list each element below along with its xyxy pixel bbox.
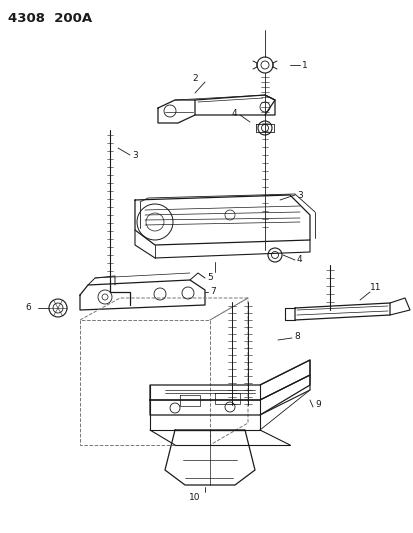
Text: 2: 2 (192, 74, 197, 83)
Text: 3: 3 (132, 150, 138, 159)
Text: 11: 11 (369, 284, 380, 293)
Text: 7: 7 (209, 287, 215, 296)
Text: 9: 9 (314, 400, 320, 409)
Text: 5: 5 (206, 273, 212, 282)
Text: 6: 6 (25, 303, 31, 312)
Text: 1: 1 (301, 61, 307, 69)
Text: 10: 10 (189, 494, 200, 503)
Text: 4: 4 (231, 109, 237, 117)
Text: 3: 3 (296, 190, 302, 199)
Text: 8: 8 (293, 333, 299, 342)
Text: 4308  200A: 4308 200A (8, 12, 92, 25)
Text: 4: 4 (296, 255, 302, 264)
